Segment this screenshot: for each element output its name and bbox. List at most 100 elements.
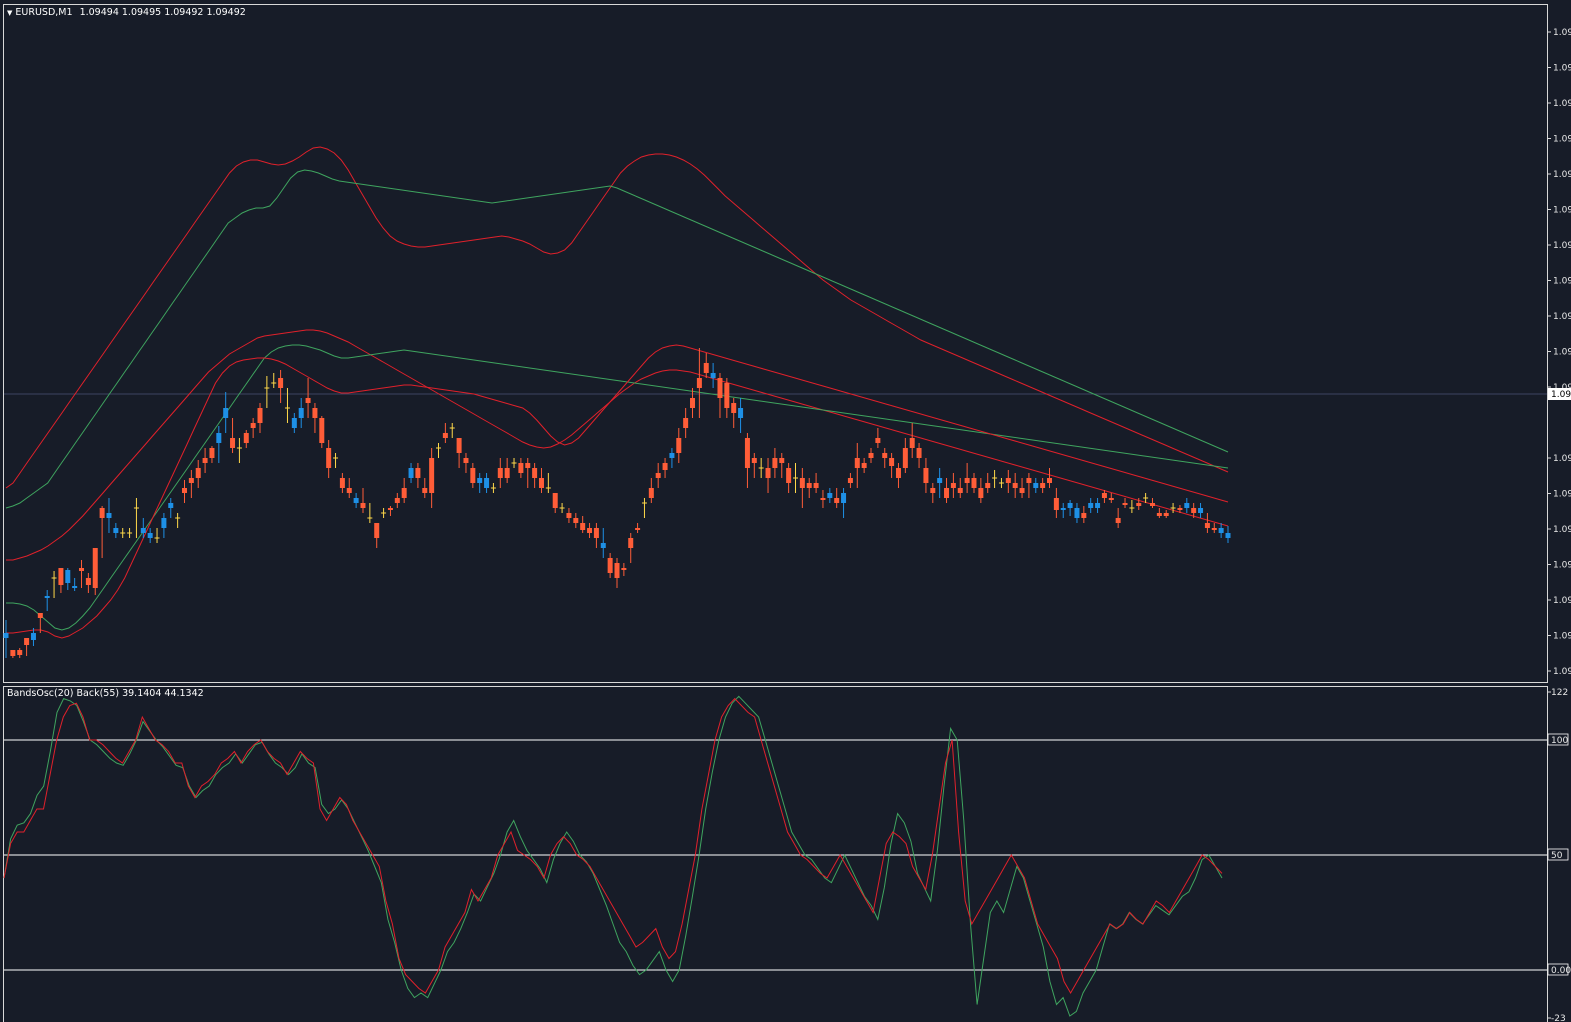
candle [621,563,627,576]
candle [484,473,490,493]
candle [470,463,476,488]
candle [916,443,922,468]
osc-axis-label: 0.00 [1551,966,1571,976]
candle [72,578,78,591]
main-price-pane[interactable]: 1.09 1.09 1.09 1.09 1.09 1.09 1.09 1.09 1.09 1.09… [0,0,1571,686]
candle [950,473,956,498]
candle [140,518,146,538]
price-tick-label: 1.09 [1553,490,1571,500]
candle [854,443,860,488]
candle [497,458,503,488]
price-tick: 1.09 [1547,277,1571,287]
candle [1012,473,1018,498]
candle [1143,493,1149,503]
candle [923,458,929,493]
candle [930,483,936,503]
price-tick: 1.09 [1547,312,1571,322]
candle [37,613,43,633]
candle [51,571,57,598]
candle [1149,498,1155,508]
price-tick: 1.09 [1547,64,1571,74]
candle [964,463,970,493]
price-tick: 1.09 [1547,135,1571,145]
candle [271,373,277,388]
candle [449,423,455,438]
candle [655,463,661,488]
candle [436,443,442,458]
candle [319,416,325,448]
candle [635,523,641,533]
candle [209,446,215,463]
osc-main-line [3,697,1223,995]
candle [909,423,915,458]
candle [641,498,647,518]
candle [1115,508,1121,528]
candle [1198,503,1204,518]
candle [360,488,366,513]
candle [559,503,565,513]
inner-band-lower-line [6,344,1229,631]
candle [387,506,393,516]
candle [518,458,524,478]
osc-axis-tick: 100 [1547,733,1568,746]
price-tick: 1.09 [1547,561,1571,571]
candle [607,553,613,578]
candle [65,568,71,590]
candle [168,498,174,518]
candle [305,378,311,418]
candle [257,403,263,433]
candle [154,528,160,543]
candle [3,620,9,658]
candle [161,513,167,538]
candle [813,473,819,493]
osc-axis-tick: 0.00 [1547,963,1571,976]
candle [408,463,414,483]
candle [545,473,551,493]
candle [333,453,339,468]
candle [147,528,153,543]
candle [573,513,579,528]
outer-band-lower-line [6,344,1229,639]
candle [367,503,373,523]
candle [401,478,407,503]
candle [1019,478,1025,498]
oscillator-pane[interactable]: 122 100 50 0.00 -23 [0,686,1571,1022]
price-tick: 1.09 [1547,525,1571,535]
candle [662,458,668,478]
candle [422,478,428,498]
candle [861,458,867,473]
candle [875,428,881,448]
candle [195,460,201,488]
candle [79,560,85,588]
candle [1211,523,1217,533]
candle [1225,526,1231,543]
osc-axis-label: -23 [1551,1014,1566,1022]
osc-axis-tick: 50 [1547,848,1569,861]
candle [1156,508,1162,518]
candle [868,448,874,463]
price-tick: 1.09 [1547,596,1571,606]
main-pane-header: ▼ EURUSD,M1 1.09494 1.09495 1.09492 1.09… [7,7,246,18]
candle [92,548,98,595]
candle [786,463,792,493]
candle [1040,478,1046,493]
candle [1218,523,1224,538]
price-tick-label: 1.09 [1553,206,1571,216]
candle [792,463,798,493]
price-tick-label: 1.09 [1553,135,1571,145]
candle [415,463,421,488]
candle [628,533,634,563]
candle [264,376,270,408]
chart-menu-triangle-icon[interactable]: ▼ [7,9,13,17]
candle [278,370,284,403]
candle [463,453,469,473]
candle [1177,505,1183,513]
candle [703,353,709,378]
candle [1184,498,1190,513]
candle [683,408,689,438]
main-pane-frame [3,4,1548,683]
candle [902,438,908,473]
price-tick-label: 1.09 [1553,312,1571,322]
candle [1060,503,1066,518]
